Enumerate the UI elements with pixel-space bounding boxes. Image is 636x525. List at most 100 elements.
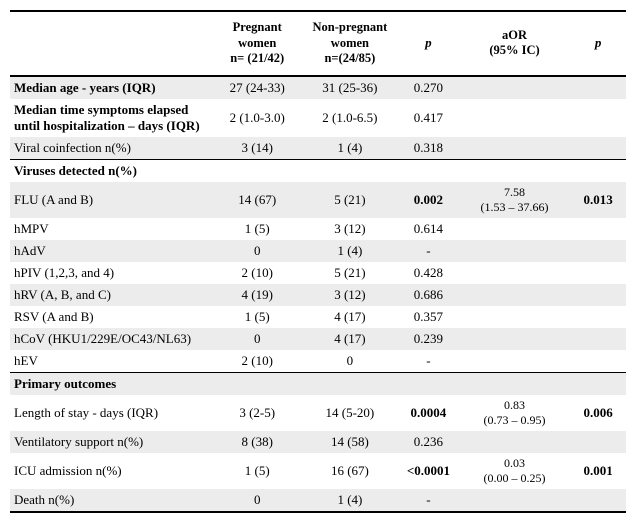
cell-nonpregnant: 4 (17) bbox=[302, 328, 398, 350]
col-header-nonpregnant-l1: Non-pregnant bbox=[306, 20, 394, 36]
cell-p2: 0.006 bbox=[570, 395, 626, 431]
col-header-pregnant-l2: women bbox=[217, 36, 298, 52]
cell-aor bbox=[459, 262, 570, 284]
cell-aor bbox=[459, 489, 570, 512]
cell-aor bbox=[459, 431, 570, 453]
row-label: Viral coinfection n(%) bbox=[10, 137, 213, 160]
row-label: Length of stay - days (IQR) bbox=[10, 395, 213, 431]
cell-p1: 0.002 bbox=[398, 182, 459, 218]
cell-pregnant: 4 (19) bbox=[213, 284, 302, 306]
col-header-nonpregnant-l3: n=(24/85) bbox=[306, 51, 394, 67]
row-label: hEV bbox=[10, 350, 213, 373]
cell-p1: <0.0001 bbox=[398, 453, 459, 489]
cell-aor bbox=[459, 328, 570, 350]
row-label: hCoV (HKU1/229E/OC43/NL63) bbox=[10, 328, 213, 350]
cell-nonpregnant: 1 (4) bbox=[302, 137, 398, 160]
cell-aor bbox=[459, 99, 570, 137]
results-table: Pregnant women n= (21/42) Non-pregnant w… bbox=[10, 10, 626, 513]
cell-aor-ci: (0.73 – 0.95) bbox=[463, 413, 566, 428]
table-body: Median age - years (IQR)27 (24-33)31 (25… bbox=[10, 76, 626, 512]
table-row: Death n(%)01 (4)- bbox=[10, 489, 626, 512]
cell-aor-value: 0.83 bbox=[463, 398, 566, 413]
cell-aor-value: 0.03 bbox=[463, 456, 566, 471]
cell-nonpregnant: 0 bbox=[302, 350, 398, 373]
row-label: Median time symptoms elapsed until hospi… bbox=[10, 99, 213, 137]
row-label: ICU admission n(%) bbox=[10, 453, 213, 489]
cell-pregnant bbox=[213, 372, 302, 395]
cell-pregnant: 3 (14) bbox=[213, 137, 302, 160]
cell-aor bbox=[459, 284, 570, 306]
cell-p1: 0.614 bbox=[398, 218, 459, 240]
cell-pregnant: 0 bbox=[213, 240, 302, 262]
col-header-pregnant-l3: n= (21/42) bbox=[217, 51, 298, 67]
cell-p1: 0.357 bbox=[398, 306, 459, 328]
cell-p1: 0.318 bbox=[398, 137, 459, 160]
cell-aor bbox=[459, 306, 570, 328]
cell-aor bbox=[459, 350, 570, 373]
row-label: hRV (A, B, and C) bbox=[10, 284, 213, 306]
col-header-pregnant: Pregnant women n= (21/42) bbox=[213, 11, 302, 76]
col-header-label bbox=[10, 11, 213, 76]
table-row: hMPV1 (5)3 (12)0.614 bbox=[10, 218, 626, 240]
table-row: Median age - years (IQR)27 (24-33)31 (25… bbox=[10, 76, 626, 99]
cell-p1: - bbox=[398, 240, 459, 262]
table-row: hRV (A, B, and C)4 (19)3 (12)0.686 bbox=[10, 284, 626, 306]
row-label: Death n(%) bbox=[10, 489, 213, 512]
cell-p2 bbox=[570, 159, 626, 182]
cell-aor-value: 7.58 bbox=[463, 185, 566, 200]
table-row: Length of stay - days (IQR)3 (2-5)14 (5-… bbox=[10, 395, 626, 431]
table-row: hPIV (1,2,3, and 4)2 (10)5 (21)0.428 bbox=[10, 262, 626, 284]
col-header-pregnant-l1: Pregnant bbox=[217, 20, 298, 36]
table-row: Primary outcomes bbox=[10, 372, 626, 395]
table-row: RSV (A and B)1 (5)4 (17)0.357 bbox=[10, 306, 626, 328]
col-header-p2: p bbox=[570, 11, 626, 76]
cell-pregnant: 14 (67) bbox=[213, 182, 302, 218]
cell-pregnant: 27 (24-33) bbox=[213, 76, 302, 99]
col-header-p1: p bbox=[398, 11, 459, 76]
table-row: hEV2 (10)0- bbox=[10, 350, 626, 373]
cell-p2 bbox=[570, 431, 626, 453]
cell-pregnant: 2 (10) bbox=[213, 262, 302, 284]
cell-nonpregnant bbox=[302, 372, 398, 395]
cell-aor bbox=[459, 372, 570, 395]
cell-p1: 0.236 bbox=[398, 431, 459, 453]
cell-nonpregnant: 16 (67) bbox=[302, 453, 398, 489]
cell-pregnant: 0 bbox=[213, 328, 302, 350]
cell-p1: 0.0004 bbox=[398, 395, 459, 431]
cell-p1 bbox=[398, 159, 459, 182]
cell-pregnant: 8 (38) bbox=[213, 431, 302, 453]
cell-p2 bbox=[570, 372, 626, 395]
cell-aor bbox=[459, 240, 570, 262]
cell-aor-ci: (1.53 – 37.66) bbox=[463, 200, 566, 215]
row-label: Median age - years (IQR) bbox=[10, 76, 213, 99]
cell-nonpregnant: 1 (4) bbox=[302, 240, 398, 262]
cell-pregnant: 1 (5) bbox=[213, 306, 302, 328]
row-label: Ventilatory support n(%) bbox=[10, 431, 213, 453]
cell-p2 bbox=[570, 350, 626, 373]
cell-p2 bbox=[570, 489, 626, 512]
cell-aor bbox=[459, 218, 570, 240]
row-label: hMPV bbox=[10, 218, 213, 240]
cell-nonpregnant: 5 (21) bbox=[302, 262, 398, 284]
cell-nonpregnant: 5 (21) bbox=[302, 182, 398, 218]
row-label: hAdV bbox=[10, 240, 213, 262]
cell-p2 bbox=[570, 262, 626, 284]
cell-aor: 0.83(0.73 – 0.95) bbox=[459, 395, 570, 431]
col-header-aor: aOR (95% IC) bbox=[459, 11, 570, 76]
cell-p1: 0.270 bbox=[398, 76, 459, 99]
table-row: FLU (A and B)14 (67)5 (21)0.0027.58(1.53… bbox=[10, 182, 626, 218]
cell-nonpregnant: 4 (17) bbox=[302, 306, 398, 328]
cell-pregnant bbox=[213, 159, 302, 182]
cell-p1: 0.428 bbox=[398, 262, 459, 284]
col-header-aor-l1: aOR bbox=[463, 28, 566, 44]
cell-nonpregnant: 14 (58) bbox=[302, 431, 398, 453]
table-row: hAdV01 (4)- bbox=[10, 240, 626, 262]
table-row: Median time symptoms elapsed until hospi… bbox=[10, 99, 626, 137]
cell-nonpregnant: 2 (1.0-6.5) bbox=[302, 99, 398, 137]
cell-aor bbox=[459, 137, 570, 160]
table-row: Ventilatory support n(%)8 (38)14 (58)0.2… bbox=[10, 431, 626, 453]
row-label: FLU (A and B) bbox=[10, 182, 213, 218]
row-label: hPIV (1,2,3, and 4) bbox=[10, 262, 213, 284]
cell-nonpregnant: 31 (25-36) bbox=[302, 76, 398, 99]
cell-aor: 7.58(1.53 – 37.66) bbox=[459, 182, 570, 218]
